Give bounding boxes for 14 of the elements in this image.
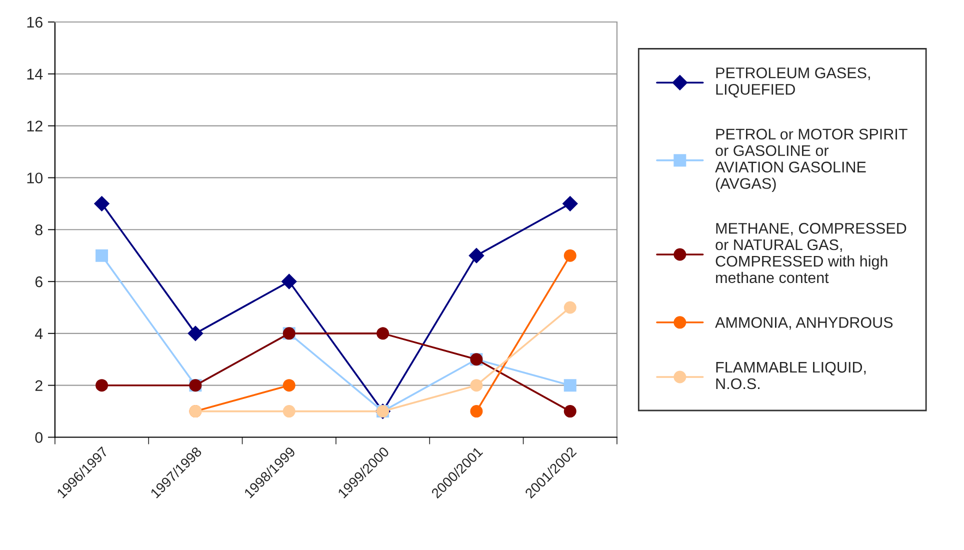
y-tick-label: 12 [27,120,42,132]
legend-label: METHANE, COMPRESSED or NATURAL GAS, COMPRESSED with high methane content [716,222,906,284]
y-tick-label: 0 [35,432,43,443]
legend-label: AMMONIA, ANHYDROUS [715,317,893,330]
y-tick-label: 14 [27,68,43,80]
y-tick-label: 4 [34,328,43,339]
y-tick-label: 2 [35,380,42,391]
legend-label: PETROLEUM GASES, LIQUEFIED [716,67,870,98]
legend-label: PETROL or MOTOR SPIRIT or GASOLINE or AVIATION GASOLINE (AVGAS) [715,128,908,192]
legend-label: FLAMMABLE LIQUID, N.O.S. [716,362,866,390]
y-tick-label: 6 [35,276,42,288]
y-tick-label: 16 [27,16,42,28]
y-tick-label: 10 [27,172,43,184]
y-tick-label: 8 [35,224,42,236]
